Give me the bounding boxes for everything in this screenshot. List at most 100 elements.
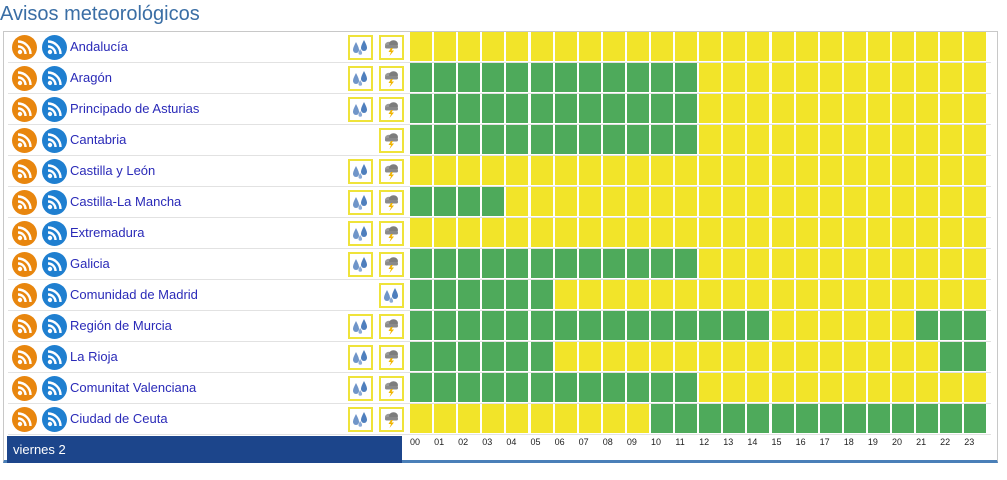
warning-cell[interactable] [747, 156, 771, 186]
warning-cell[interactable] [819, 342, 843, 372]
warning-cell[interactable] [554, 342, 578, 372]
warning-cell[interactable] [578, 249, 602, 279]
warning-cell[interactable] [626, 63, 650, 93]
storm-icon[interactable] [379, 128, 404, 153]
warning-cell[interactable] [867, 249, 891, 279]
region-link[interactable]: Aragón [70, 70, 112, 85]
warning-cell[interactable] [602, 311, 626, 341]
warning-cell[interactable] [626, 218, 650, 248]
warning-cell[interactable] [530, 249, 554, 279]
warning-cell[interactable] [602, 94, 626, 124]
warning-cell[interactable] [410, 373, 433, 403]
warning-cell[interactable] [795, 249, 819, 279]
warning-cell[interactable] [506, 32, 530, 62]
warning-cell[interactable] [940, 156, 964, 186]
warning-cell[interactable] [530, 342, 554, 372]
warning-cell[interactable] [675, 218, 699, 248]
warning-cell[interactable] [626, 311, 650, 341]
rss-feed-icon[interactable] [12, 221, 37, 246]
warning-cell[interactable] [675, 311, 699, 341]
rain-icon[interactable] [348, 345, 373, 370]
warning-cell[interactable] [892, 373, 915, 403]
warning-cell[interactable] [819, 187, 843, 217]
warning-cell[interactable] [458, 280, 482, 310]
warning-cell[interactable] [892, 249, 915, 279]
warning-cell[interactable] [578, 32, 602, 62]
warning-cell[interactable] [651, 311, 674, 341]
warning-cell[interactable] [892, 187, 915, 217]
warning-cell[interactable] [506, 342, 530, 372]
warning-cell[interactable] [410, 249, 433, 279]
warning-cell[interactable] [771, 218, 795, 248]
warning-cell[interactable] [843, 63, 867, 93]
rain-icon[interactable] [348, 97, 373, 122]
warning-cell[interactable] [771, 187, 795, 217]
warning-cell[interactable] [506, 63, 530, 93]
warning-cell[interactable] [482, 311, 506, 341]
rss-subscribe-icon[interactable] [42, 252, 67, 277]
warning-cell[interactable] [771, 156, 795, 186]
warning-cell[interactable] [843, 280, 867, 310]
warning-cell[interactable] [578, 342, 602, 372]
warning-cell[interactable] [964, 373, 988, 403]
warning-cell[interactable] [675, 404, 699, 434]
warning-cell[interactable] [651, 404, 674, 434]
warning-cell[interactable] [675, 280, 699, 310]
warning-cell[interactable] [482, 156, 506, 186]
warning-cell[interactable] [602, 404, 626, 434]
warning-cell[interactable] [892, 280, 915, 310]
warning-cell[interactable] [530, 32, 554, 62]
warning-cell[interactable] [771, 404, 795, 434]
warning-cell[interactable] [699, 32, 723, 62]
storm-icon[interactable] [379, 314, 404, 339]
warning-cell[interactable] [482, 373, 506, 403]
warning-cell[interactable] [699, 187, 723, 217]
rss-subscribe-icon[interactable] [42, 159, 67, 184]
warning-cell[interactable] [458, 32, 482, 62]
warning-cell[interactable] [482, 125, 506, 155]
warning-cell[interactable] [482, 63, 506, 93]
warning-cell[interactable] [964, 32, 988, 62]
warning-cell[interactable] [892, 94, 915, 124]
rain-icon[interactable] [348, 252, 373, 277]
warning-cell[interactable] [723, 342, 747, 372]
warning-cell[interactable] [771, 32, 795, 62]
warning-cell[interactable] [699, 280, 723, 310]
warning-cell[interactable] [434, 125, 458, 155]
rss-feed-icon[interactable] [12, 128, 37, 153]
warning-cell[interactable] [795, 63, 819, 93]
rss-subscribe-icon[interactable] [42, 190, 67, 215]
warning-cell[interactable] [723, 280, 747, 310]
warning-cell[interactable] [434, 63, 458, 93]
warning-cell[interactable] [554, 373, 578, 403]
warning-cell[interactable] [675, 63, 699, 93]
warning-cell[interactable] [578, 404, 602, 434]
warning-cell[interactable] [482, 94, 506, 124]
warning-cell[interactable] [651, 63, 674, 93]
warning-cell[interactable] [410, 342, 433, 372]
warning-cell[interactable] [723, 249, 747, 279]
warning-cell[interactable] [843, 156, 867, 186]
warning-cell[interactable] [867, 311, 891, 341]
warning-cell[interactable] [892, 404, 915, 434]
warning-cell[interactable] [747, 404, 771, 434]
warning-cell[interactable] [602, 32, 626, 62]
warning-cell[interactable] [819, 249, 843, 279]
warning-cell[interactable] [771, 342, 795, 372]
warning-cell[interactable] [916, 342, 940, 372]
warning-cell[interactable] [554, 311, 578, 341]
storm-icon[interactable] [379, 252, 404, 277]
rain-icon[interactable] [348, 314, 373, 339]
warning-cell[interactable] [747, 63, 771, 93]
warning-cell[interactable] [723, 32, 747, 62]
warning-cell[interactable] [675, 156, 699, 186]
warning-cell[interactable] [651, 249, 674, 279]
warning-cell[interactable] [867, 342, 891, 372]
warning-cell[interactable] [506, 373, 530, 403]
warning-cell[interactable] [626, 280, 650, 310]
warning-cell[interactable] [602, 156, 626, 186]
warning-cell[interactable] [699, 218, 723, 248]
warning-cell[interactable] [795, 32, 819, 62]
warning-cell[interactable] [747, 125, 771, 155]
warning-cell[interactable] [843, 218, 867, 248]
